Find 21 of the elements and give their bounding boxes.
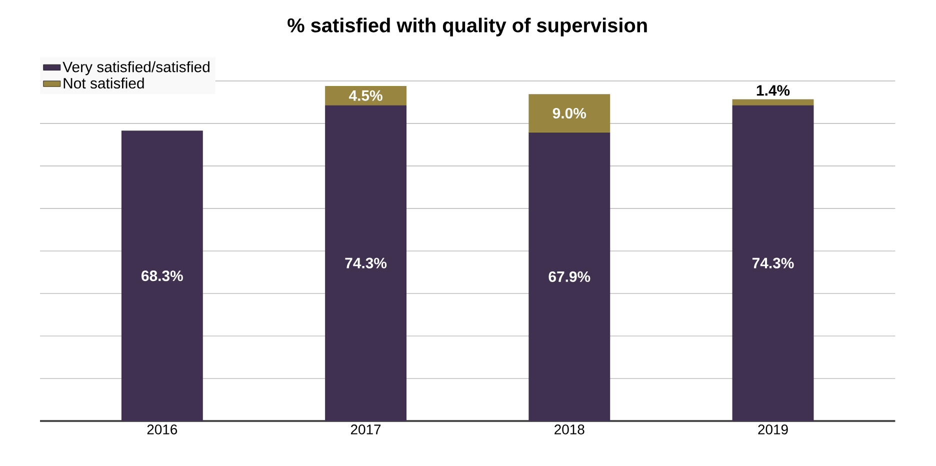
data-label: 67.9% xyxy=(548,271,590,282)
data-label: 68.3% xyxy=(142,270,183,282)
bar xyxy=(528,94,610,132)
x-tick-label: 2019 xyxy=(758,424,788,434)
chart-title: % satisfied with quality of supervision xyxy=(288,18,647,36)
bar xyxy=(732,105,814,421)
data-label: 4.5% xyxy=(348,90,382,101)
x-tick-label: 2018 xyxy=(554,424,584,434)
x-tick-label: 2016 xyxy=(147,424,178,434)
bar xyxy=(732,99,814,106)
bar xyxy=(325,105,407,421)
data-label: 74.3% xyxy=(752,258,794,268)
legend-label: Not satisfied xyxy=(64,78,144,89)
bar xyxy=(325,86,407,106)
data-label: 1.4% xyxy=(756,85,790,96)
x-tick-label: 2017 xyxy=(350,424,381,434)
bar xyxy=(528,132,610,421)
data-label: 74.3% xyxy=(345,258,387,268)
bar xyxy=(121,130,203,421)
legend-label: Very satisfied/satisfied xyxy=(62,61,210,76)
data-label: 9.0% xyxy=(552,108,586,119)
